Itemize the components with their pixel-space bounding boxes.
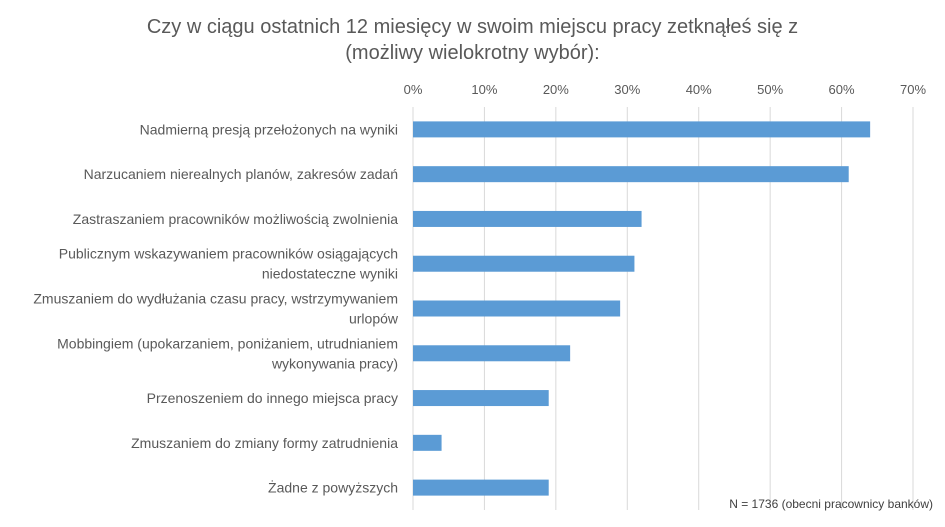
bar — [413, 255, 635, 272]
category-label: urlopów — [349, 311, 399, 327]
category-label: Przenoszeniem do innego miejsca pracy — [147, 390, 398, 406]
category-label: wykonywania pracy) — [271, 355, 398, 371]
category-label: Publicznym wskazywaniem pracowników osią… — [59, 246, 398, 262]
bar — [413, 345, 571, 362]
bar — [413, 390, 549, 407]
chart-title: Czy w ciągu ostatnich 12 miesięcy w swoi… — [146, 16, 799, 64]
category-label: Zmuszaniem do zmiany formy zatrudnienia — [131, 435, 398, 451]
bar — [413, 166, 849, 183]
category-label: Nadmierną presją przełożonych na wyniki — [140, 121, 398, 137]
category-label: niedostateczne wyniki — [262, 266, 398, 282]
bar — [413, 210, 642, 227]
x-tick-label: 70% — [900, 82, 926, 97]
x-tick-label: 30% — [614, 82, 640, 97]
x-tick-label: 0% — [404, 82, 423, 97]
sample-size-note: N = 1736 (obecni pracownicy banków) — [729, 497, 933, 511]
bar — [413, 121, 871, 138]
category-label: Narzucaniem nierealnych planów, zakresów… — [84, 166, 398, 182]
category-label: Zmuszaniem do wydłużania czasu pracy, ws… — [33, 291, 398, 307]
x-tick-label: 40% — [686, 82, 712, 97]
bar — [413, 434, 442, 451]
x-tick-label: 60% — [829, 82, 855, 97]
category-label: Mobbingiem (upokarzaniem, poniżaniem, ut… — [57, 335, 398, 351]
x-tick-label: 20% — [543, 82, 569, 97]
category-label: Żadne z powyższych — [268, 479, 398, 496]
x-tick-label: 50% — [757, 82, 783, 97]
bar — [413, 479, 549, 496]
bar — [413, 300, 621, 317]
x-tick-label: 10% — [471, 82, 497, 97]
category-label: Zastraszaniem pracowników możliwością zw… — [73, 211, 398, 227]
